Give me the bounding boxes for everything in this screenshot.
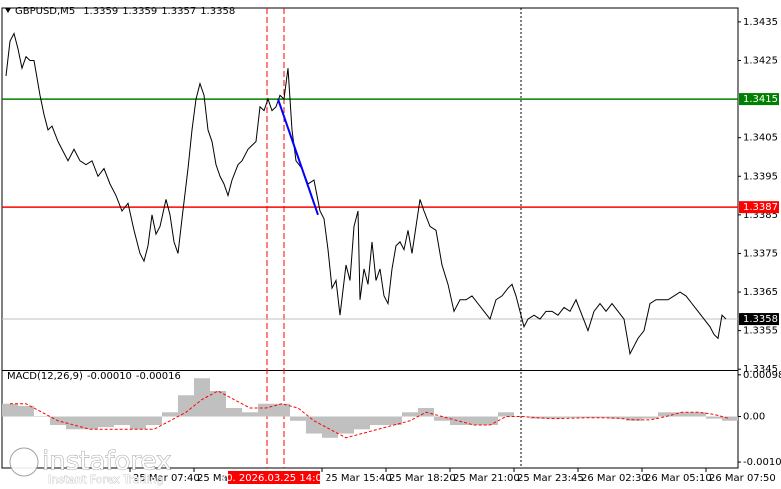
macd-bar bbox=[402, 412, 418, 417]
x-tick-label: 26 Mar 07:50 bbox=[709, 473, 776, 484]
macd-bar bbox=[354, 416, 370, 430]
y-tick-label: -0.00107 bbox=[743, 457, 781, 468]
y-tick-label: 1.3405 bbox=[743, 133, 778, 144]
macd-bar bbox=[178, 395, 194, 417]
macd-bar bbox=[226, 408, 242, 417]
x-tick-label: 25 Mar 18:20 bbox=[389, 473, 456, 484]
macd-bar bbox=[434, 416, 450, 421]
watermark-tagline: Instant Forex Trading bbox=[48, 473, 164, 486]
ohlc-value: 1.3359 bbox=[83, 6, 118, 17]
price-line bbox=[5, 32, 727, 356]
macd-bar bbox=[578, 416, 594, 418]
price-label: 1.3358 bbox=[743, 314, 778, 325]
macd-bar bbox=[66, 416, 82, 430]
header: GBPUSD,M5 1.3359 1.3359 1.3357 1.3358 bbox=[15, 6, 235, 17]
macd-bar bbox=[466, 416, 482, 426]
macd-bar bbox=[594, 416, 610, 418]
macd-bar bbox=[562, 416, 578, 418]
macd-bar bbox=[626, 416, 642, 421]
macd-bar bbox=[338, 416, 354, 434]
macd-bar bbox=[370, 416, 386, 426]
x-tick-label: 25 Mar 15:40 bbox=[325, 473, 392, 484]
price-label: 1.3415 bbox=[743, 94, 778, 105]
y-tick-label: 1.3395 bbox=[743, 171, 778, 182]
macd-bar bbox=[98, 416, 114, 428]
macd-value: -0.00016 bbox=[136, 371, 181, 382]
macd-bar bbox=[674, 412, 690, 417]
macd-bar bbox=[642, 416, 658, 419]
macd-bar bbox=[114, 416, 130, 426]
macd-header: MACD(12,26,9) -0.00010 -0.00016 bbox=[7, 371, 181, 382]
macd-bar bbox=[306, 416, 322, 434]
macd-bar bbox=[658, 412, 674, 417]
menu-arrow bbox=[5, 8, 11, 13]
crosshair-label: 20. 2026.03.25 14:00 bbox=[220, 473, 328, 484]
y-tick-label: 1.3385 bbox=[743, 210, 778, 221]
macd-bar bbox=[194, 378, 210, 417]
macd-bar bbox=[722, 416, 738, 421]
ohlc-value: 1.3359 bbox=[122, 6, 157, 17]
macd-value: -0.00010 bbox=[87, 371, 132, 382]
macd-bar bbox=[386, 416, 402, 426]
x-tick-label: 26 Mar 05:10 bbox=[645, 473, 712, 484]
signal-line bbox=[10, 390, 731, 439]
macd-bar bbox=[706, 416, 722, 419]
ohlc-value: 1.3358 bbox=[200, 6, 235, 17]
y-tick-label: 1.3425 bbox=[743, 55, 778, 66]
x-tick-label: 25 Mar 21:00 bbox=[453, 473, 520, 484]
symbol-title: GBPUSD,M5 bbox=[15, 6, 75, 17]
macd-bar bbox=[274, 403, 290, 417]
macd-bar bbox=[546, 416, 562, 419]
macd-title: MACD(12,26,9) bbox=[7, 371, 83, 382]
y-tick-label: 1.3435 bbox=[743, 17, 778, 28]
ohlc-value: 1.3357 bbox=[161, 6, 196, 17]
macd-bar bbox=[322, 416, 338, 438]
macd-bar bbox=[498, 412, 514, 417]
price-label: 1.3387 bbox=[743, 202, 778, 213]
trend-line bbox=[277, 98, 319, 216]
price-label-box bbox=[739, 93, 779, 106]
macd-bar bbox=[482, 416, 498, 426]
y-tick-label: 1.3345 bbox=[743, 364, 778, 375]
macd-bar bbox=[242, 412, 258, 417]
price-label-box bbox=[739, 313, 779, 326]
watermark-brand: instaforex bbox=[42, 447, 171, 477]
macd-bar bbox=[290, 416, 306, 421]
y-tick-label: 1.3365 bbox=[743, 287, 778, 298]
price-label-box bbox=[739, 201, 779, 214]
macd-bar bbox=[18, 405, 34, 417]
macd-bar bbox=[2, 403, 18, 417]
macd-bar bbox=[210, 390, 226, 417]
x-tick-label: 26 Mar 02:30 bbox=[581, 473, 648, 484]
macd-bar bbox=[258, 403, 274, 417]
y-tick-label: 0.00098 bbox=[743, 370, 781, 381]
y-tick-label: 1.3355 bbox=[743, 326, 778, 337]
logo-icon bbox=[9, 447, 39, 477]
x-tick-label: 25 Mar 07:40 bbox=[133, 473, 200, 484]
y-tick-label: 1.3375 bbox=[743, 248, 778, 259]
macd-bar bbox=[146, 416, 162, 426]
plot-frame bbox=[1, 7, 739, 469]
macd-bar bbox=[450, 416, 466, 426]
macd-bar bbox=[34, 416, 50, 418]
macd-bar bbox=[130, 416, 146, 430]
macd-bar bbox=[162, 412, 178, 417]
macd-bar bbox=[610, 416, 626, 419]
macd-bar bbox=[82, 416, 98, 430]
crosshair-label-box bbox=[228, 471, 320, 484]
macd-bar bbox=[690, 412, 706, 417]
y-tick-label: 0.00 bbox=[743, 412, 765, 423]
x-tick-label: 25 Mar 23:45 bbox=[517, 473, 584, 484]
